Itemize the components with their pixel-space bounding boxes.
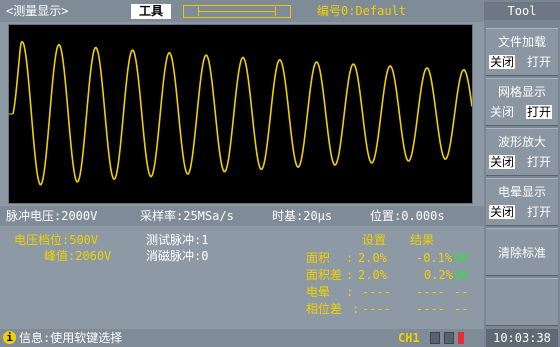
waveform-svg bbox=[9, 40, 472, 186]
header-result: 结果 bbox=[410, 233, 435, 247]
screen-title: <测量显示> bbox=[6, 4, 69, 18]
info-icon: i bbox=[3, 331, 16, 344]
row-corona-label: 电晕 bbox=[306, 285, 331, 299]
row-corona-result: ---- bbox=[416, 285, 445, 299]
sample-rate: 采样率:25MSa/s bbox=[140, 209, 234, 223]
row-area-setting: 2.0% bbox=[358, 251, 387, 265]
row-phase-result: ---- bbox=[416, 302, 445, 316]
wave-zoom-button[interactable]: 波形放大 关闭 打开 bbox=[486, 128, 558, 176]
tool-tab[interactable]: 工具 bbox=[131, 4, 171, 19]
file-load-label: 文件加载 bbox=[497, 35, 546, 49]
timebase: 时基:20μs bbox=[272, 209, 333, 223]
row-phase-setting: ---- bbox=[362, 302, 391, 316]
pulse-voltage: 脉冲电压:2000V bbox=[6, 209, 98, 223]
row-phase-status: -- bbox=[454, 302, 469, 316]
wave-zoom-on[interactable]: 打开 bbox=[527, 155, 552, 169]
softkey-panel-title: Tool bbox=[484, 2, 560, 20]
measure-row: 脉冲电压:2000V 采样率:25MSa/s 时基:20μs 位置:0.000s bbox=[0, 206, 484, 226]
row-areadiff-result: 0.2% bbox=[424, 268, 453, 282]
header-setting: 设置 bbox=[362, 233, 387, 247]
position: 位置:0.000s bbox=[370, 209, 445, 223]
clock: 10:03:38 bbox=[486, 329, 558, 347]
row-areadiff-sep: : bbox=[346, 268, 354, 282]
measurement-info-panel: 电压档位:500V 峰值:2060V 测试脉冲:1 消磁脉冲:0 设置 结果 面… bbox=[0, 228, 484, 329]
waveform-display bbox=[8, 24, 473, 204]
row-area-sep: : bbox=[346, 251, 354, 265]
file-load-on[interactable]: 打开 bbox=[527, 55, 552, 69]
clear-standard-label: 清除标准 bbox=[497, 246, 546, 260]
record-icon bbox=[458, 332, 464, 344]
row-phase-sep: : bbox=[352, 302, 360, 316]
softkey-panel: Tool 文件加载 关闭 打开 网格显示 关闭 打开 波形放大 关闭 打开 电晕… bbox=[484, 0, 560, 347]
row-corona-status: -- bbox=[454, 285, 469, 299]
empty-softkey[interactable] bbox=[486, 278, 558, 326]
peak-value: 峰值:2060V bbox=[44, 249, 112, 263]
row-areadiff-status: OK bbox=[454, 268, 469, 282]
file-load-off[interactable]: 关闭 bbox=[489, 55, 516, 69]
file-code-label: 编号0:Default bbox=[317, 4, 407, 18]
trigger-position-indicator bbox=[183, 5, 291, 18]
corona-display-label: 电晕显示 bbox=[497, 185, 546, 199]
voltage-range: 电压档位:500V bbox=[14, 233, 99, 247]
grid-display-on[interactable]: 打开 bbox=[526, 105, 553, 119]
storage-icon bbox=[444, 332, 454, 344]
corona-display-button[interactable]: 电晕显示 关闭 打开 bbox=[486, 178, 558, 226]
row-area-label: 面积 bbox=[306, 251, 331, 265]
wave-zoom-label: 波形放大 bbox=[497, 135, 546, 149]
status-bar: i 信息:使用软键选择 CH1 bbox=[0, 329, 484, 347]
status-message: 信息:使用软键选择 bbox=[19, 331, 123, 345]
wave-zoom-off[interactable]: 关闭 bbox=[489, 155, 516, 169]
test-pulse: 测试脉冲:1 bbox=[146, 233, 209, 247]
row-areadiff-label: 面积差 bbox=[306, 268, 343, 282]
corona-display-off[interactable]: 关闭 bbox=[489, 205, 516, 219]
usb-icon bbox=[430, 332, 440, 344]
top-bar: <测量显示> 工具 编号0:Default bbox=[0, 0, 484, 22]
demag-pulse: 消磁脉冲:0 bbox=[146, 249, 209, 263]
row-corona-sep: : bbox=[346, 285, 354, 299]
grid-display-button[interactable]: 网格显示 关闭 打开 bbox=[486, 78, 558, 126]
waveform-trace bbox=[12, 40, 472, 186]
row-corona-setting: ---- bbox=[362, 285, 391, 299]
grid-display-off[interactable]: 关闭 bbox=[490, 105, 515, 119]
corona-display-on[interactable]: 打开 bbox=[527, 205, 552, 219]
grid-display-label: 网格显示 bbox=[497, 85, 546, 99]
channel-indicator: CH1 bbox=[398, 331, 420, 345]
row-phase-label: 相位差 bbox=[306, 302, 343, 316]
row-area-status: OK bbox=[454, 251, 469, 265]
file-load-button[interactable]: 文件加载 关闭 打开 bbox=[486, 28, 558, 76]
clear-standard-button[interactable]: 清除标准 bbox=[486, 228, 558, 276]
row-area-result: -0.1% bbox=[416, 251, 453, 265]
row-areadiff-setting: 2.0% bbox=[358, 268, 387, 282]
